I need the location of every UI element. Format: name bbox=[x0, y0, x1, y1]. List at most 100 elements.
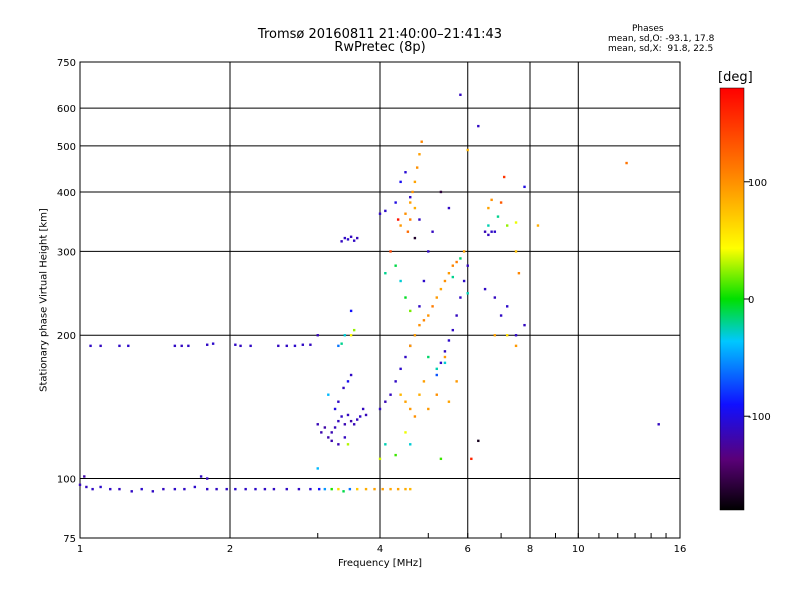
echo-point bbox=[439, 190, 443, 194]
echo-point bbox=[330, 487, 333, 491]
echo-point bbox=[337, 344, 340, 348]
x-tick-label: 8 bbox=[527, 544, 533, 555]
echo-point bbox=[409, 344, 412, 348]
echo-point bbox=[215, 487, 218, 491]
echo-point bbox=[99, 344, 102, 348]
echo-point bbox=[439, 457, 443, 461]
echo-point bbox=[349, 334, 353, 337]
echo-point bbox=[431, 305, 434, 308]
echo-point bbox=[244, 487, 247, 491]
echo-point bbox=[477, 439, 480, 443]
echo-point bbox=[422, 279, 426, 283]
echo-point bbox=[343, 423, 347, 426]
echo-point bbox=[455, 314, 458, 317]
echo-point bbox=[384, 400, 387, 403]
echo-point bbox=[162, 487, 165, 491]
echo-point bbox=[459, 257, 462, 260]
echo-point bbox=[337, 419, 340, 423]
echo-point bbox=[337, 443, 340, 446]
echo-point bbox=[459, 296, 462, 299]
echo-point bbox=[399, 279, 402, 283]
echo-point bbox=[404, 296, 407, 299]
colorbar-tick-label: -100 bbox=[748, 412, 771, 423]
echo-point bbox=[340, 415, 343, 418]
echo-point bbox=[309, 487, 312, 491]
echo-point bbox=[364, 413, 368, 417]
echo-point bbox=[502, 175, 506, 179]
echo-point bbox=[330, 439, 333, 443]
echo-point bbox=[435, 393, 438, 396]
echo-point bbox=[254, 487, 257, 491]
echo-point bbox=[487, 206, 490, 210]
echo-point bbox=[404, 431, 407, 434]
echo-point bbox=[483, 287, 487, 291]
echo-point bbox=[352, 423, 356, 426]
echo-point bbox=[422, 380, 426, 383]
echo-point bbox=[293, 344, 297, 348]
echo-point bbox=[381, 487, 384, 491]
echo-point bbox=[309, 343, 312, 346]
echo-point bbox=[364, 487, 368, 491]
echo-point bbox=[346, 413, 350, 417]
echo-point bbox=[205, 343, 209, 346]
echo-point bbox=[404, 400, 407, 403]
echo-point bbox=[470, 457, 473, 461]
echo-point bbox=[352, 239, 356, 242]
echo-point bbox=[389, 250, 392, 253]
x-tick-label: 1 bbox=[77, 544, 83, 555]
echo-point bbox=[517, 272, 521, 275]
echo-point bbox=[420, 140, 423, 143]
echo-point bbox=[343, 236, 347, 240]
echo-point bbox=[447, 206, 451, 210]
echo-point bbox=[505, 224, 509, 227]
echo-point bbox=[297, 487, 301, 491]
phase-colorbar bbox=[719, 87, 745, 511]
echo-point bbox=[477, 124, 480, 128]
echo-point bbox=[333, 426, 337, 429]
echo-point bbox=[234, 343, 237, 346]
echo-point bbox=[316, 467, 319, 470]
echo-point bbox=[316, 423, 319, 426]
echo-point bbox=[91, 487, 94, 491]
echo-point bbox=[187, 344, 190, 348]
echo-point bbox=[399, 180, 402, 184]
y-tick-label: 75 bbox=[63, 534, 76, 545]
echo-point bbox=[399, 224, 402, 227]
echo-point bbox=[404, 171, 407, 174]
echo-point bbox=[505, 334, 509, 337]
echo-point bbox=[514, 344, 518, 348]
echo-point bbox=[451, 328, 455, 332]
echo-point bbox=[443, 279, 447, 283]
echo-point bbox=[413, 206, 417, 210]
echo-point bbox=[361, 407, 365, 411]
echo-point bbox=[499, 201, 503, 204]
echo-point bbox=[249, 344, 252, 348]
echo-point bbox=[493, 334, 497, 337]
echo-point bbox=[409, 309, 412, 313]
echo-point bbox=[394, 380, 397, 383]
echo-point bbox=[384, 443, 387, 446]
y-tick-label: 200 bbox=[57, 331, 76, 342]
y-tick-label: 500 bbox=[57, 142, 76, 153]
echo-point bbox=[413, 334, 417, 337]
echo-point bbox=[173, 344, 177, 348]
echo-point bbox=[439, 361, 443, 365]
echo-point bbox=[459, 93, 462, 96]
phase-stats-heading: Phases bbox=[632, 24, 664, 34]
echo-point bbox=[490, 230, 493, 233]
echo-point bbox=[83, 475, 86, 478]
x-tick-label: 16 bbox=[674, 544, 687, 555]
echo-point bbox=[496, 215, 500, 218]
echo-point bbox=[183, 487, 186, 491]
echo-point bbox=[418, 323, 421, 327]
echo-point bbox=[394, 201, 397, 204]
echo-point bbox=[409, 407, 412, 411]
echo-point bbox=[348, 487, 352, 491]
echo-point bbox=[349, 309, 353, 313]
echo-point bbox=[413, 415, 417, 418]
echo-point bbox=[418, 305, 421, 308]
echo-point bbox=[140, 487, 143, 491]
echo-point bbox=[378, 407, 382, 411]
echo-point bbox=[523, 323, 526, 327]
echo-point bbox=[346, 443, 350, 446]
